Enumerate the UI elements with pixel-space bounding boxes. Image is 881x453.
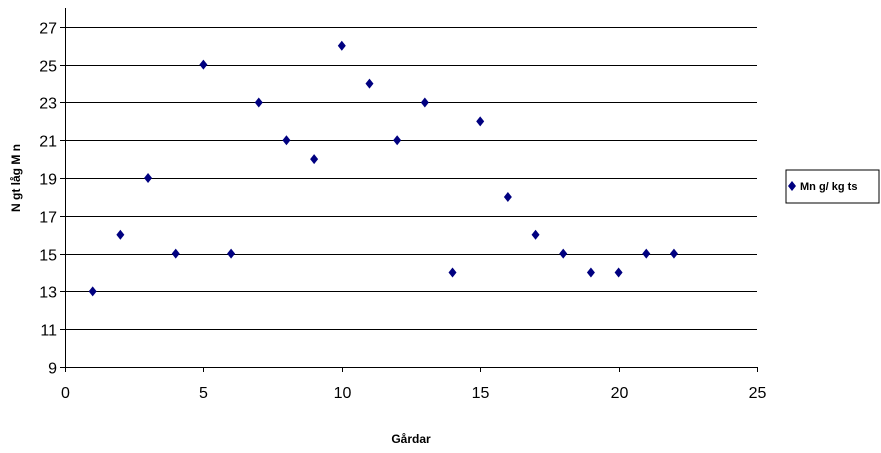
x-tick-label: 0 (61, 385, 70, 402)
data-point (310, 154, 319, 165)
y-tick-label: 19 (39, 172, 57, 189)
data-point (531, 229, 540, 240)
data-point (144, 173, 153, 184)
data-point (503, 191, 512, 202)
x-tick-label: 5 (199, 385, 208, 402)
data-point (559, 248, 568, 259)
legend-label: Mn g/ kg ts (800, 181, 857, 193)
y-tick-label: 21 (39, 134, 57, 151)
axes (60, 8, 758, 372)
x-tick-label: 20 (611, 385, 629, 402)
y-tick-label: 13 (39, 285, 57, 302)
data-point (420, 97, 429, 108)
legend-marker-diamond-icon (788, 181, 796, 191)
y-tick-label: 11 (40, 323, 57, 340)
legend-box (785, 169, 880, 204)
x-tick-label: 10 (334, 385, 352, 402)
data-point (393, 135, 402, 146)
data-point (669, 248, 678, 259)
grid-lines (65, 27, 757, 368)
x-tick-label: 15 (472, 385, 490, 402)
data-points (88, 40, 678, 297)
data-point (116, 229, 125, 240)
tick-labels: 9 11 13 15 17 19 21 23 25 27 0 5 10 15 20 25 (39, 21, 766, 403)
x-tick-label: 25 (749, 385, 767, 402)
data-point (448, 267, 457, 278)
data-point (365, 78, 374, 89)
data-point (337, 40, 346, 51)
data-point (282, 135, 291, 146)
y-tick-label: 25 (39, 59, 57, 76)
data-point (586, 267, 595, 278)
legend: Mn g/ kg ts (785, 169, 880, 204)
y-tick-label: 17 (39, 210, 57, 227)
data-point (171, 248, 180, 259)
data-point (614, 267, 623, 278)
data-point (476, 116, 485, 127)
data-point (254, 97, 263, 108)
y-tick-label: 27 (39, 21, 57, 38)
data-point (227, 248, 236, 259)
y-axis-title: N gt låg M n (9, 144, 23, 212)
data-point (199, 59, 208, 70)
data-point (88, 286, 97, 297)
y-tick-label: 9 (48, 361, 57, 378)
y-tick-label: 23 (39, 96, 57, 113)
data-point (642, 248, 651, 259)
y-tick-label: 15 (39, 248, 57, 265)
x-axis-title: Gårdar (391, 432, 431, 446)
